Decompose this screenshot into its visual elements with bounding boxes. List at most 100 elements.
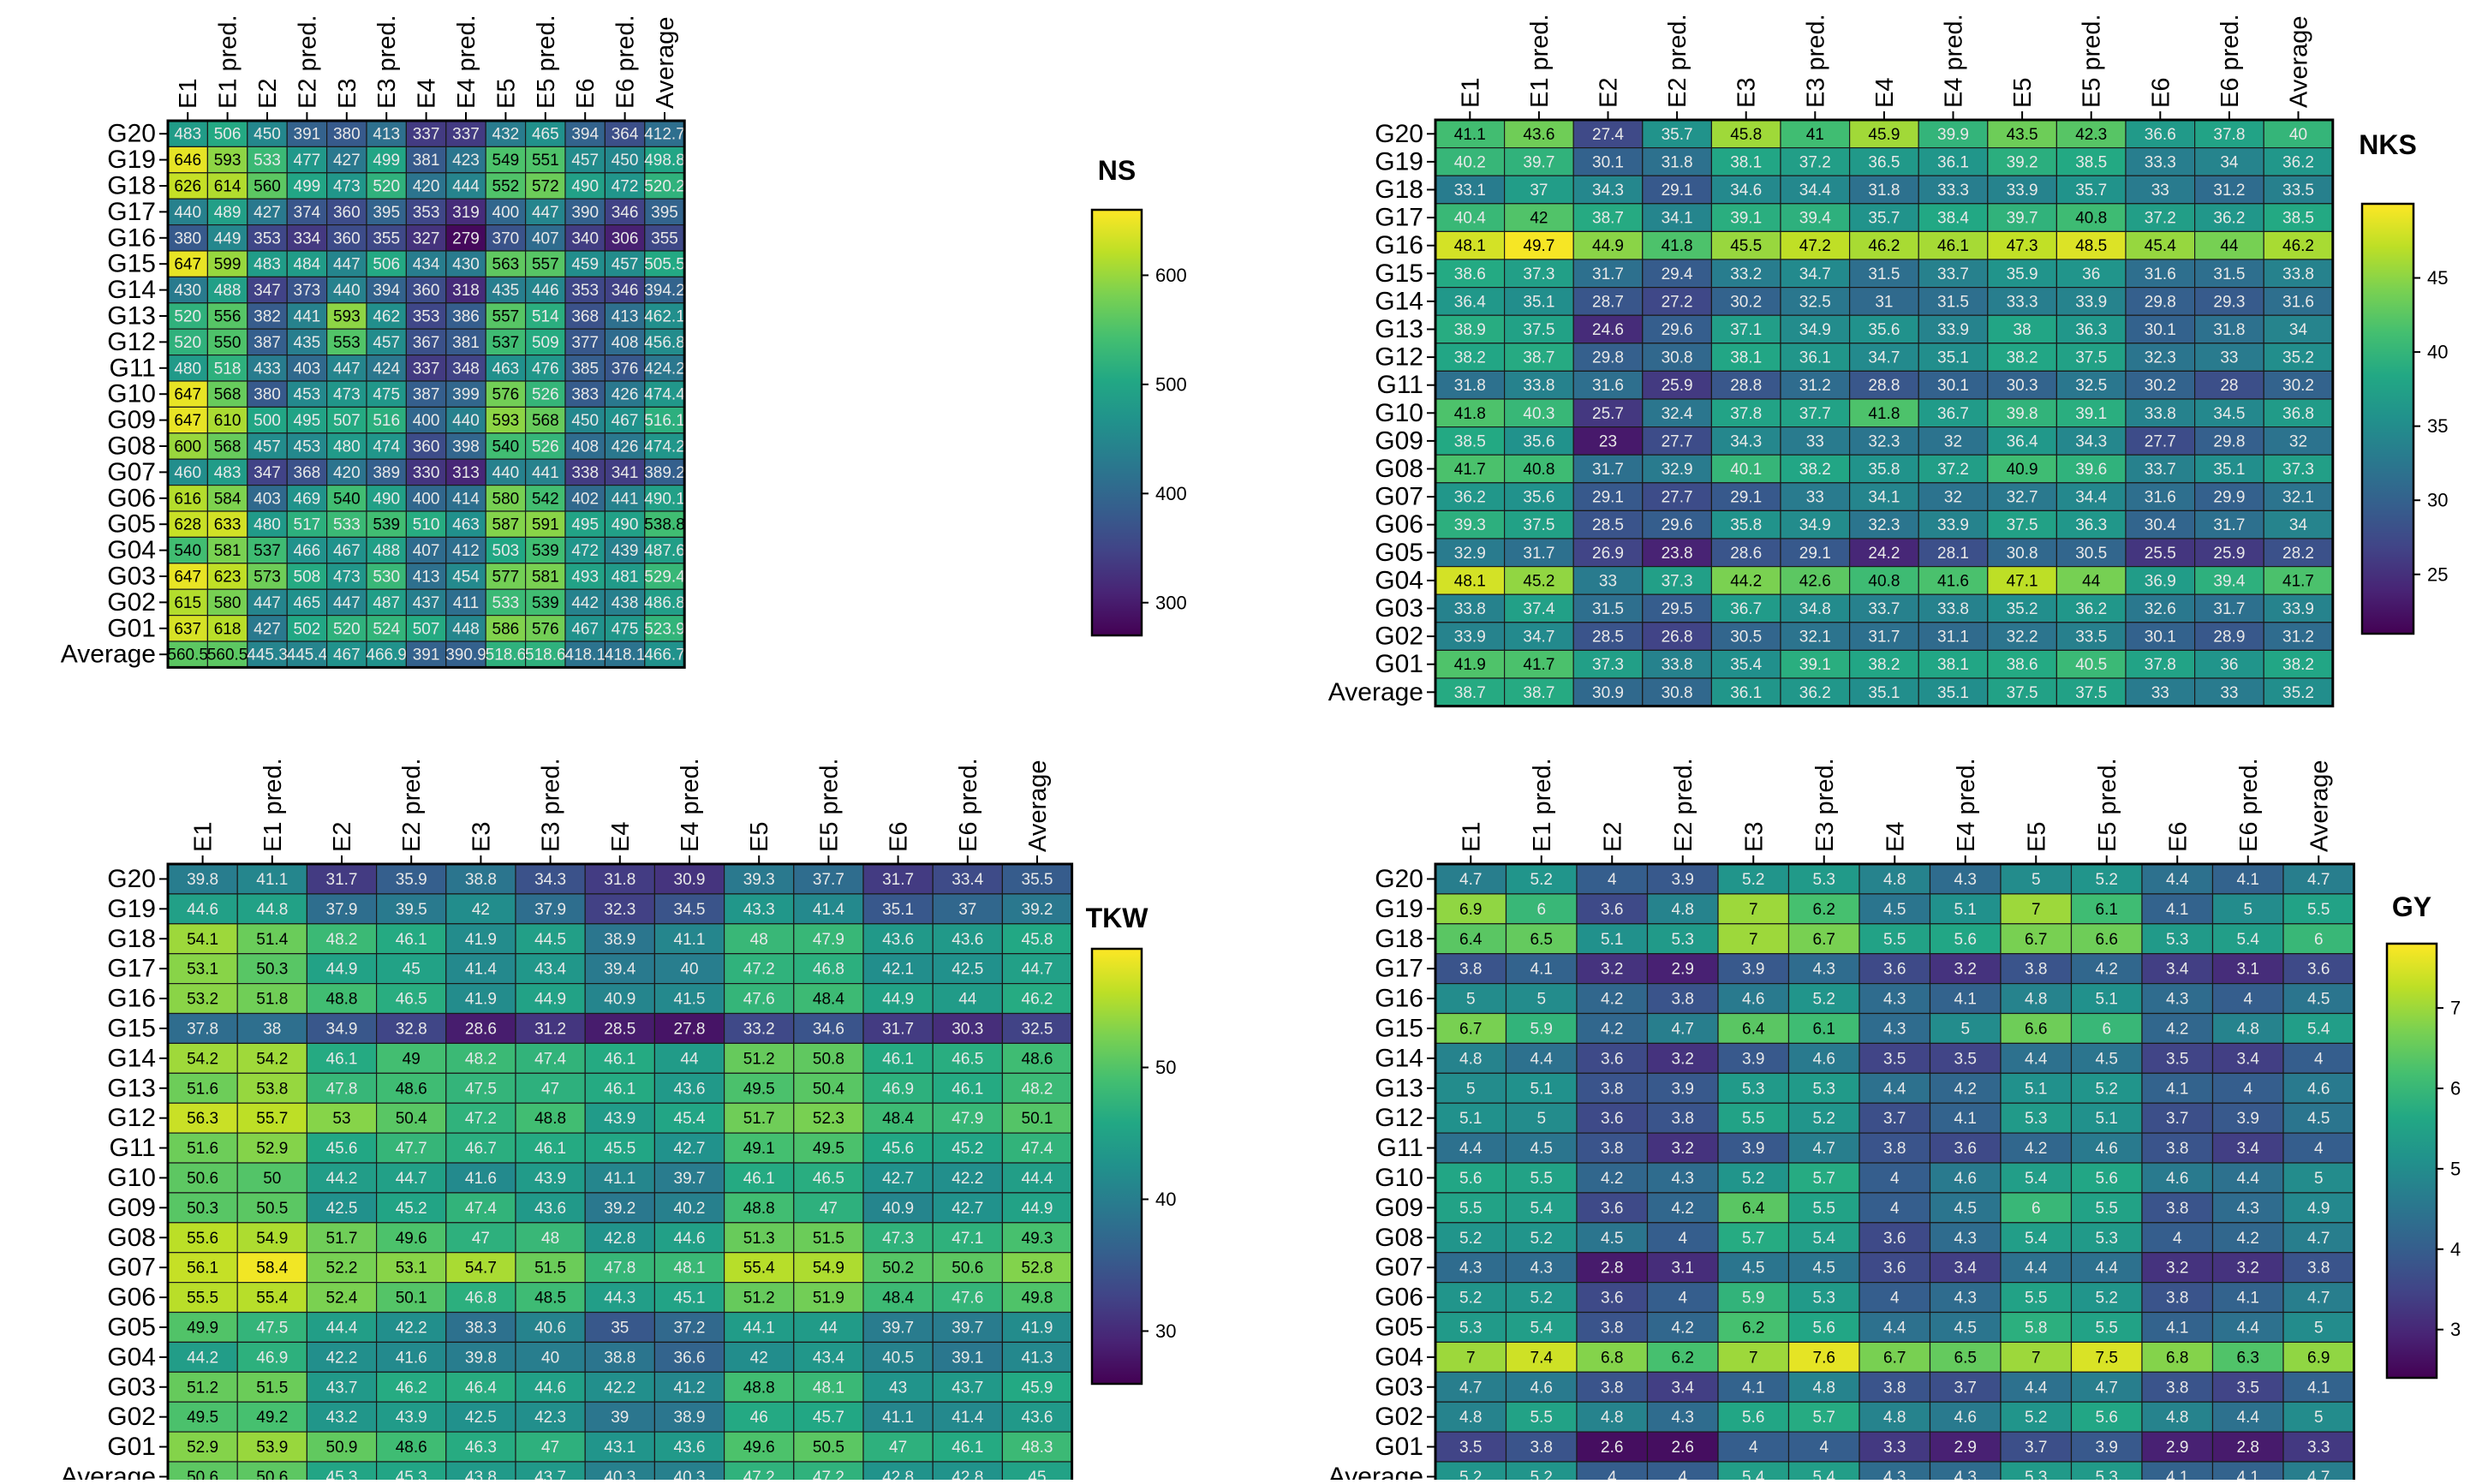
- cell-value-label: 3.4: [1954, 1260, 1978, 1278]
- cell-value-label: 3.6: [1954, 1140, 1977, 1158]
- heatmap-cell: [723, 1252, 795, 1284]
- heatmap-cell: [326, 641, 367, 668]
- cell-value-label: 4.2: [2237, 1230, 2259, 1248]
- heatmap-cell: [1572, 649, 1644, 679]
- heatmap-cell: [524, 432, 566, 460]
- cell-value-label: 58.4: [256, 1260, 288, 1278]
- cell-value-label: 360: [333, 204, 361, 222]
- cell-value-label: 28.9: [2213, 629, 2245, 647]
- cell-value-label: 5.5: [2096, 1200, 2118, 1218]
- cell-value-label: 33.9: [1937, 516, 1969, 534]
- column-label: E1 pred.: [215, 15, 242, 109]
- cell-value-label: 51.2: [743, 1290, 775, 1308]
- cell-value-label: 30.3: [952, 1020, 983, 1038]
- cell-value-label: 53.9: [256, 1439, 288, 1457]
- heatmap-cell: [1929, 1281, 2002, 1314]
- cell-value-label: 33.7: [1868, 600, 1900, 618]
- cell-value-label: 373: [294, 282, 321, 300]
- cell-value-label: 37.3: [1662, 572, 1693, 590]
- cell-value-label: 418.1: [605, 647, 646, 665]
- heatmap-cell: [2194, 287, 2264, 316]
- heatmap-cell: [445, 1371, 516, 1403]
- heatmap-cell: [932, 1012, 1003, 1045]
- column-label: E2 pred.: [398, 758, 426, 852]
- heatmap-cell: [515, 1341, 586, 1373]
- cell-value-label: 407: [532, 229, 559, 247]
- cell-value-label: 45.2: [1523, 572, 1554, 590]
- cell-value-label: 24.6: [1592, 321, 1624, 339]
- cell-value-label: 5: [1466, 991, 1476, 1009]
- heatmap-cell: [1435, 203, 1506, 233]
- heatmap-cell: [793, 923, 864, 955]
- cell-value-label: 550: [214, 334, 242, 352]
- cell-value-label: 37.2: [1799, 153, 1831, 171]
- heatmap-cell: [723, 1042, 795, 1074]
- heatmap-cell: [1576, 1162, 1649, 1194]
- heatmap-cell: [1572, 175, 1644, 205]
- heatmap-cell: [932, 1311, 1003, 1344]
- cell-value-label: 56.3: [187, 1110, 218, 1128]
- cell-value-label: 45.4: [2145, 237, 2176, 255]
- cell-value-label: 3.6: [1601, 1290, 1623, 1308]
- cell-value-label: 5.2: [1459, 1290, 1482, 1308]
- colorbar-tick-label: 40: [1155, 1189, 1176, 1210]
- cell-value-label: 540: [492, 438, 520, 456]
- cell-value-label: 2.6: [1601, 1439, 1623, 1457]
- cell-value-label: 4.6: [2166, 1170, 2188, 1188]
- cell-value-label: 6.4: [1742, 1020, 1765, 1038]
- cell-value-label: 42.1: [882, 961, 914, 979]
- row-label: G16: [1375, 985, 1423, 1013]
- heatmap-cell: [515, 1222, 586, 1254]
- cell-value-label: 43.6: [534, 1200, 566, 1218]
- heatmap-cell: [604, 458, 646, 486]
- cell-value-label: 37.8: [2213, 126, 2245, 144]
- cell-value-label: 45.4: [674, 1110, 706, 1128]
- heatmap-cell: [1435, 923, 1507, 955]
- cell-value-label: 516.1: [644, 412, 685, 430]
- cell-value-label: 34.3: [1730, 432, 1762, 450]
- cell-value-label: 44: [680, 1050, 699, 1068]
- cell-value-label: 4.8: [1813, 1379, 1835, 1397]
- heatmap-cell: [1435, 677, 1506, 707]
- cell-value-label: 6.2: [1813, 901, 1835, 919]
- cell-value-label: 44: [2082, 572, 2101, 590]
- cell-value-label: 4.1: [2237, 1469, 2259, 1480]
- cell-value-label: 36.7: [1730, 600, 1762, 618]
- row-label: G18: [107, 172, 156, 200]
- cell-value-label: 4.5: [1883, 901, 1906, 919]
- heatmap-cell: [1849, 398, 1919, 428]
- heatmap-cell: [1929, 1371, 2002, 1403]
- cell-value-label: 4.7: [1813, 1140, 1835, 1158]
- cell-value-label: 279: [452, 229, 480, 247]
- heatmap-cell: [2194, 538, 2264, 568]
- cell-value-label: 48.6: [396, 1080, 427, 1098]
- heatmap-cell: [644, 250, 685, 277]
- cell-value-label: 591: [532, 516, 559, 534]
- heatmap-cell: [604, 484, 646, 512]
- cell-value-label: 48: [750, 931, 768, 949]
- cell-value-label: 7.4: [1530, 1349, 1554, 1367]
- cell-value-label: 542: [532, 490, 559, 508]
- heatmap-cell: [2282, 1042, 2355, 1074]
- heatmap-cell: [1849, 538, 1919, 568]
- heatmap-cell: [793, 1102, 864, 1134]
- cell-value-label: 450: [254, 126, 281, 144]
- cell-value-label: 52.3: [813, 1110, 844, 1128]
- heatmap-cell: [1435, 1401, 1507, 1433]
- heatmap-cell: [1001, 982, 1073, 1015]
- heatmap-cell: [366, 198, 408, 226]
- cell-value-label: 40.9: [2007, 461, 2038, 479]
- cell-value-label: 51.5: [534, 1260, 566, 1278]
- heatmap-cell: [1717, 1132, 1790, 1164]
- heatmap-cell: [515, 1252, 586, 1284]
- cell-value-label: 44.6: [187, 901, 218, 919]
- heatmap-cell: [2125, 175, 2196, 205]
- cell-value-label: 36.2: [1454, 489, 1486, 507]
- cell-value-label: 368: [294, 464, 321, 482]
- heatmap-cell: [793, 1042, 864, 1074]
- cell-value-label: 37.2: [2145, 210, 2176, 228]
- cell-value-label: 35.1: [882, 901, 914, 919]
- heatmap-cell: [1849, 649, 1919, 679]
- cell-value-label: 647: [174, 569, 201, 587]
- cell-value-label: 36.7: [1937, 405, 1969, 423]
